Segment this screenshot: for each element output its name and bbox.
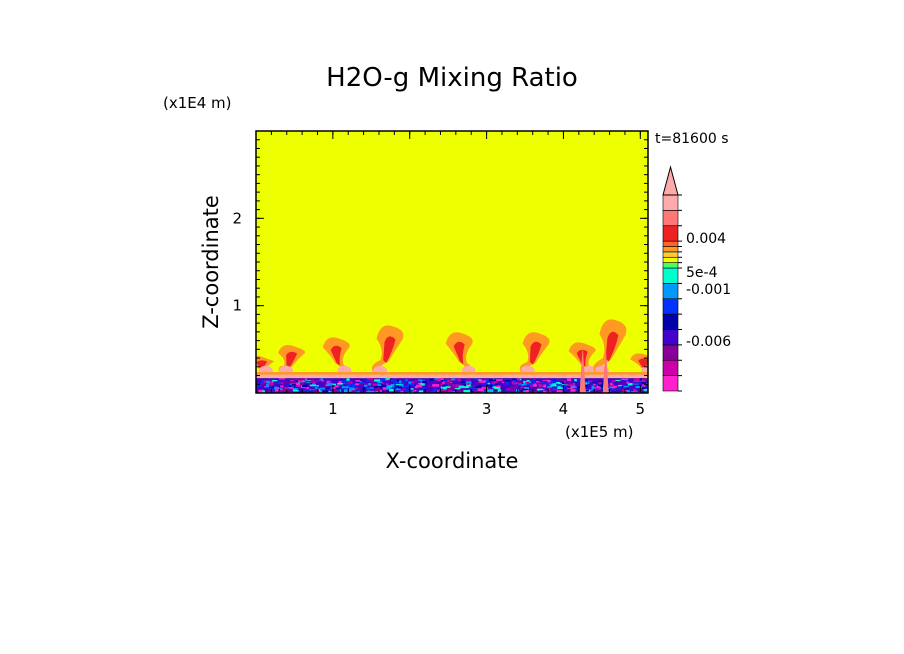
boundary-layer	[256, 344, 648, 393]
colorbar-segment	[662, 246, 679, 253]
x-tick-label: 3	[482, 400, 492, 418]
plume-spike	[602, 344, 609, 393]
time-label: t=81600 s	[655, 131, 729, 147]
boundary-pink-band	[256, 374, 648, 379]
colorbar-segment	[662, 251, 679, 258]
colorbar-segment	[662, 267, 679, 284]
plume-spike	[579, 344, 586, 393]
colorbar-label: 5e-4	[686, 265, 718, 281]
plot-area	[256, 131, 648, 393]
colorbar-segment	[662, 313, 679, 330]
x-tick-label: 5	[636, 400, 646, 418]
colorbar-segment	[662, 262, 679, 269]
y-axis-title: Z-coordinate	[199, 195, 223, 329]
colorbar-arrow	[662, 165, 679, 196]
colorbar-segment	[662, 329, 679, 346]
colorbar-segment	[662, 344, 679, 361]
ticks-layer: 1 2 3 4 5 1 2	[232, 131, 648, 418]
colorbar-segment	[662, 256, 679, 263]
colorbar-label: 0.004	[686, 231, 726, 247]
colorbar-segment	[662, 240, 679, 247]
plume	[322, 337, 352, 376]
y-tick-label: 2	[232, 209, 242, 227]
colorbar-segment	[662, 210, 679, 227]
colorbar-segment	[662, 283, 679, 300]
colorbar-segment	[662, 194, 679, 211]
chart-title: H2O-g Mixing Ratio	[326, 63, 578, 93]
y-tick-label: 1	[232, 297, 242, 315]
colorbar-label: -0.001	[686, 282, 731, 298]
x-axis-title: X-coordinate	[386, 449, 519, 473]
x-unit-label: (x1E5 m)	[565, 423, 634, 441]
colorbar: 0.004 5e-4-0.001 -0.006	[662, 165, 731, 392]
plume	[278, 344, 306, 376]
x-tick-label: 4	[559, 400, 569, 418]
colorbar-label: -0.006	[686, 334, 731, 350]
colorbar-segment	[662, 375, 679, 392]
plume	[371, 325, 404, 376]
y-unit-label: (x1E4 m)	[163, 94, 232, 112]
x-tick-label: 2	[405, 400, 415, 418]
colorbar-segment	[662, 298, 679, 315]
colorbar-segment	[662, 225, 679, 242]
x-tick-label: 1	[328, 400, 338, 418]
colorbar-segment	[662, 359, 679, 376]
plume	[519, 332, 550, 376]
